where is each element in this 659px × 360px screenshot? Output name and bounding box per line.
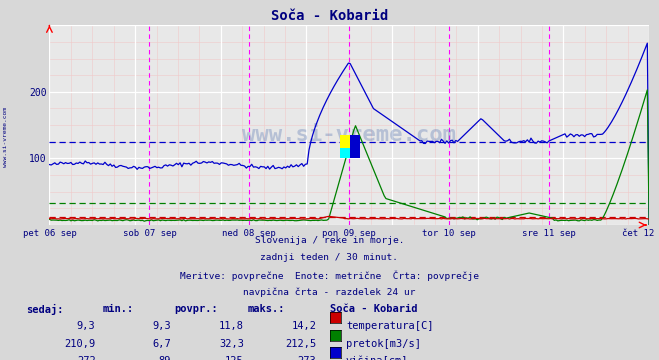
Text: 9,3: 9,3 <box>153 321 171 332</box>
Text: povpr.:: povpr.: <box>175 304 218 314</box>
Bar <box>351 135 360 158</box>
Text: maks.:: maks.: <box>247 304 285 314</box>
Text: sob 07 sep: sob 07 sep <box>123 229 176 238</box>
Text: 273: 273 <box>298 356 316 360</box>
Text: 212,5: 212,5 <box>285 339 316 349</box>
Text: ned 08 sep: ned 08 sep <box>223 229 276 238</box>
Text: 9,3: 9,3 <box>77 321 96 332</box>
Bar <box>339 135 351 148</box>
Text: višina[cm]: višina[cm] <box>346 356 409 360</box>
Text: 6,7: 6,7 <box>153 339 171 349</box>
Text: 210,9: 210,9 <box>65 339 96 349</box>
Text: sre 11 sep: sre 11 sep <box>523 229 576 238</box>
Text: Meritve: povprečne  Enote: metrične  Črta: povprečje: Meritve: povprečne Enote: metrične Črta:… <box>180 270 479 281</box>
Text: 32,3: 32,3 <box>219 339 244 349</box>
Text: temperatura[C]: temperatura[C] <box>346 321 434 332</box>
Text: 14,2: 14,2 <box>291 321 316 332</box>
Text: zadnji teden / 30 minut.: zadnji teden / 30 minut. <box>260 253 399 262</box>
Text: pet 06 sep: pet 06 sep <box>22 229 76 238</box>
Text: navpična črta - razdelek 24 ur: navpična črta - razdelek 24 ur <box>243 288 416 297</box>
Text: pretok[m3/s]: pretok[m3/s] <box>346 339 421 349</box>
Text: čet 12 sep: čet 12 sep <box>622 229 659 238</box>
Text: pon 09 sep: pon 09 sep <box>322 229 376 238</box>
Text: min.:: min.: <box>102 304 133 314</box>
Text: www.si-vreme.com: www.si-vreme.com <box>243 125 456 145</box>
Text: Slovenija / reke in morje.: Slovenija / reke in morje. <box>255 236 404 245</box>
Text: 11,8: 11,8 <box>219 321 244 332</box>
Text: 89: 89 <box>159 356 171 360</box>
Bar <box>339 148 351 158</box>
Text: sedaj:: sedaj: <box>26 304 64 315</box>
Text: Soča - Kobarid: Soča - Kobarid <box>330 304 417 314</box>
Text: 272: 272 <box>77 356 96 360</box>
Text: www.si-vreme.com: www.si-vreme.com <box>3 107 8 167</box>
Text: tor 10 sep: tor 10 sep <box>422 229 476 238</box>
Text: Soča - Kobarid: Soča - Kobarid <box>271 9 388 23</box>
Text: 125: 125 <box>225 356 244 360</box>
